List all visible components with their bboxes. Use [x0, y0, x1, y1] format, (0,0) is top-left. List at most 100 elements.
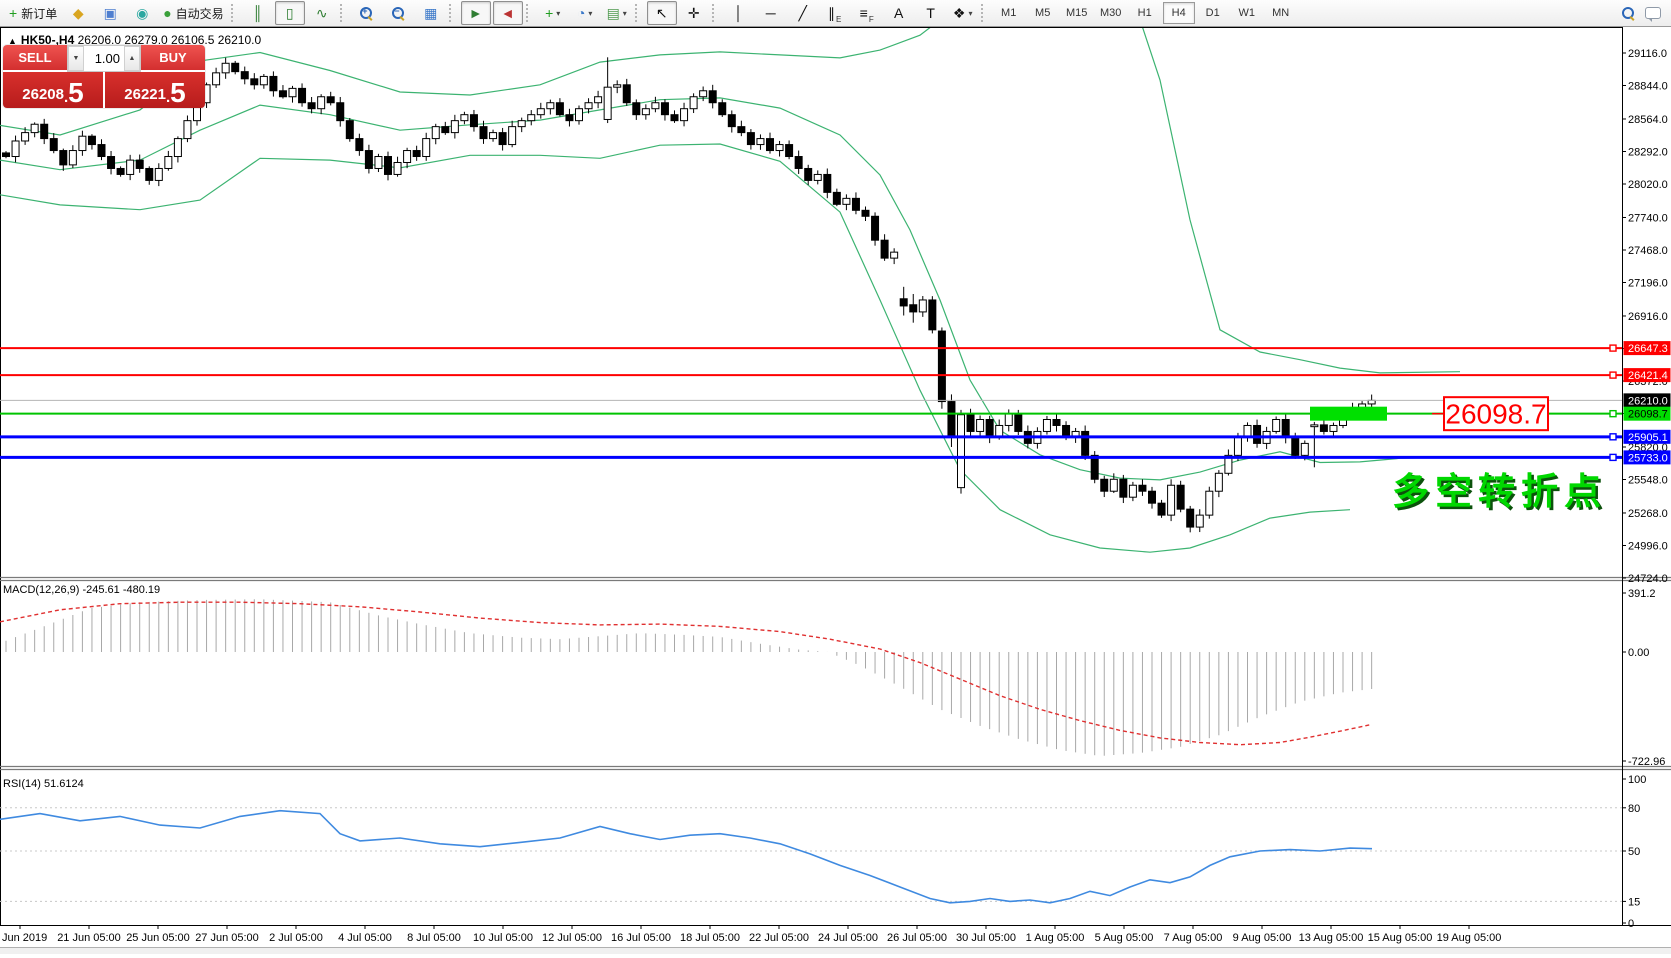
- candle-body: [756, 138, 765, 146]
- annotation-shadow: 多空转折点: [1395, 474, 1610, 515]
- candlestick-chart-button[interactable]: ▯: [274, 1, 305, 25]
- auto-trading-button[interactable]: ● 自动交易: [159, 1, 227, 25]
- buy-price[interactable]: 26221. 5: [105, 72, 205, 108]
- cursor-icon: ↖: [655, 5, 668, 21]
- time-tick-label: 27 Jun 05:00: [195, 932, 259, 944]
- remote-terminal-button[interactable]: ▣: [95, 1, 125, 25]
- text-label-button[interactable]: T: [916, 1, 946, 25]
- chart-shift-icon: ◄: [500, 5, 515, 21]
- candle-body: [135, 159, 144, 169]
- auto-scroll-button[interactable]: ►: [460, 1, 491, 25]
- candle-body: [126, 159, 135, 175]
- rsi-axis-label: 15: [1628, 896, 1640, 908]
- vertical-line-button[interactable]: │: [724, 1, 754, 25]
- macd-pane[interactable]: [0, 599, 1373, 756]
- time-tick-label: 4 Jul 05:00: [338, 932, 392, 944]
- signal-icon-button[interactable]: ◉: [127, 1, 157, 25]
- arrows-button-dropdown-caret[interactable]: ▾: [968, 8, 973, 18]
- macd-axis-label: 391.2: [1628, 588, 1656, 600]
- volume-increase-button[interactable]: ▲: [124, 46, 140, 71]
- periods-button-dropdown-caret[interactable]: ▾: [588, 8, 593, 18]
- candle-body: [393, 161, 402, 175]
- time-tick-label: 13 Aug 05:00: [1299, 932, 1364, 944]
- chart-shift-button[interactable]: ◄: [492, 1, 523, 25]
- toolbar-grip: [980, 4, 988, 22]
- candle-body: [766, 138, 774, 152]
- line-handle[interactable]: [1609, 344, 1617, 352]
- timeframe-mn-button[interactable]: MN: [1272, 7, 1290, 19]
- candle-body: [660, 102, 669, 116]
- time-tick-label: 16 Jul 05:00: [611, 932, 671, 944]
- periods-button[interactable]: ◔ ▾: [570, 1, 600, 25]
- candle-body: [1253, 424, 1262, 444]
- candle-body: [1119, 478, 1128, 498]
- timeframe-w1-button[interactable]: W1: [1238, 7, 1255, 19]
- green-highlight-bar[interactable]: [1310, 406, 1387, 421]
- line-handle[interactable]: [1609, 433, 1617, 441]
- candle-body: [11, 140, 20, 158]
- profile-icon-button[interactable]: ◆: [63, 1, 93, 25]
- timeframe-d1-button[interactable]: D1: [1205, 7, 1220, 19]
- candle-body: [183, 120, 192, 140]
- timeframe-m30-button[interactable]: M30: [1099, 7, 1122, 19]
- timeframe-h1-button[interactable]: H1: [1137, 7, 1152, 19]
- search-icon[interactable]: [1622, 6, 1635, 20]
- indicators-button-dropdown-caret[interactable]: ▾: [556, 8, 561, 18]
- auto-scroll-icon: ►: [468, 5, 483, 21]
- time-tick-label: 19 Aug 05:00: [1437, 932, 1502, 944]
- indicators-button[interactable]: + ▾: [538, 1, 568, 25]
- time-axis[interactable]: 9 Jun 2019 21 Jun 05:00 25 Jun 05:00 27 Jun…: [0, 925, 1671, 944]
- sell-price-pip: 5: [68, 77, 84, 108]
- candle-body: [546, 102, 555, 110]
- candle-body: [154, 167, 163, 181]
- price-annotation-box[interactable]: [1443, 396, 1549, 432]
- templates-button[interactable]: ▤ ▾: [602, 1, 632, 25]
- templates-button-dropdown-caret[interactable]: ▾: [622, 8, 627, 18]
- volume-input[interactable]: 1.00: [94, 51, 120, 66]
- candle-body: [1004, 413, 1013, 426]
- fibonacci-button[interactable]: ≡ F: [852, 1, 882, 25]
- ohlc-values: 26206.0 26279.0 26106.5 26210.0: [77, 33, 262, 47]
- chart-area[interactable]: 26098.7 多空转折点 多空转折点 MACD(12,26,9) -245.61 -…: [0, 27, 1671, 953]
- text-button[interactable]: A: [884, 1, 914, 25]
- candle-body: [708, 90, 717, 104]
- candle-body: [49, 138, 58, 152]
- price-line-axis-label-text: 26210.0: [1628, 395, 1668, 407]
- time-tick-label: 15 Aug 05:00: [1368, 932, 1433, 944]
- pivot-annotation-text[interactable]: 多空转折点: [1392, 471, 1607, 512]
- collapse-arrow-icon[interactable]: ▲: [8, 36, 17, 46]
- timeframe-m5-button[interactable]: M5: [1035, 7, 1051, 19]
- rsi-pane[interactable]: [0, 807, 1622, 904]
- sell-price[interactable]: 26208. 5: [3, 72, 103, 108]
- sell-price-dot: .: [63, 89, 69, 106]
- equidistant-channel-button[interactable]: ∥ E: [820, 1, 850, 25]
- price-line-axis-label-text: 26647.3: [1628, 343, 1668, 355]
- candle-body: [594, 96, 603, 104]
- timeframe-h4-button[interactable]: H4: [1162, 2, 1195, 24]
- arrows-button[interactable]: ❖ ▾: [948, 1, 978, 25]
- candle-body: [450, 120, 459, 134]
- zoom-out-button[interactable]: −: [384, 1, 414, 25]
- crosshair-button[interactable]: ✛: [679, 1, 709, 25]
- trendline-button[interactable]: ╱: [788, 1, 818, 25]
- sell-button[interactable]: SELL: [3, 45, 67, 72]
- volume-decrease-button[interactable]: ▼: [68, 46, 84, 71]
- cursor-button[interactable]: ↖: [646, 1, 677, 25]
- bar-chart-button[interactable]: ║: [243, 1, 273, 25]
- line-chart-button[interactable]: ∿: [307, 1, 337, 25]
- line-handle[interactable]: [1609, 453, 1617, 462]
- chat-icon[interactable]: [1645, 7, 1661, 22]
- auto-trading-button-label: 自动交易: [175, 6, 224, 21]
- candle-body: [1167, 484, 1176, 516]
- timeframe-m1-button[interactable]: M1: [1001, 7, 1017, 19]
- new-order-button[interactable]: + 新订单: [5, 1, 61, 25]
- zoom-in-button[interactable]: +: [352, 1, 382, 25]
- timeframe-m15-button[interactable]: M15: [1065, 7, 1088, 19]
- horizontal-line-button[interactable]: ─: [756, 1, 786, 25]
- line-handle[interactable]: [1609, 409, 1617, 418]
- signal-icon-icon: ◉: [136, 5, 149, 21]
- line-handle[interactable]: [1609, 371, 1617, 379]
- price-axis[interactable]: 29116.0 28844.0 28564.0 28292.0 28020.0 27740…: [1622, 48, 1671, 930]
- tile-windows-button[interactable]: ▦: [416, 1, 446, 25]
- buy-button[interactable]: BUY: [141, 45, 205, 72]
